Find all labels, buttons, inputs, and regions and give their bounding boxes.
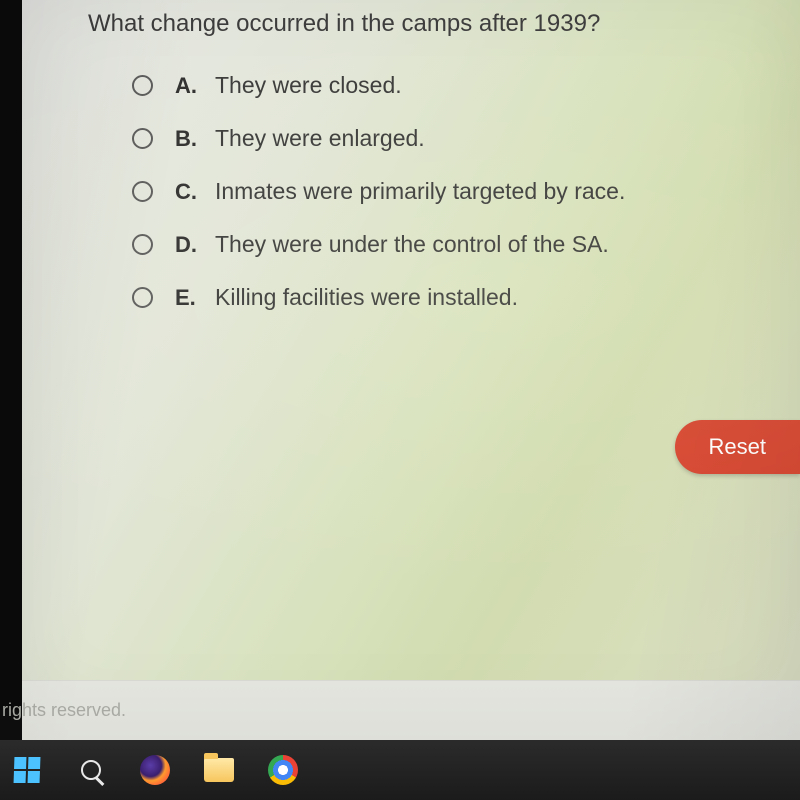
folder-icon <box>204 758 234 782</box>
radio-icon[interactable] <box>132 181 153 202</box>
chrome-icon <box>268 755 298 785</box>
taskbar <box>0 740 800 800</box>
option-letter: D. <box>175 232 215 258</box>
option-text: They were closed. <box>215 72 402 99</box>
option-letter: E. <box>175 285 215 311</box>
screen-bezel-left <box>0 0 22 710</box>
footer-strip <box>22 680 800 740</box>
option-letter: A. <box>175 73 215 99</box>
radio-icon[interactable] <box>132 75 153 96</box>
radio-icon[interactable] <box>132 128 153 149</box>
taskbar-chrome[interactable] <box>266 753 300 787</box>
option-text: They were under the control of the SA. <box>215 231 609 258</box>
option-a[interactable]: A. They were closed. <box>132 72 625 99</box>
option-d[interactable]: D. They were under the control of the SA… <box>132 231 625 258</box>
option-letter: B. <box>175 126 215 152</box>
option-e[interactable]: E. Killing facilities were installed. <box>132 284 625 311</box>
radio-icon[interactable] <box>132 287 153 308</box>
quiz-panel: What change occurred in the camps after … <box>22 0 800 710</box>
start-button[interactable] <box>10 753 44 787</box>
rights-text: rights reserved. <box>0 700 126 721</box>
reset-button[interactable]: Reset <box>675 420 800 474</box>
option-text: Killing facilities were installed. <box>215 284 518 311</box>
question-text: What change occurred in the camps after … <box>88 10 600 38</box>
option-letter: C. <box>175 179 215 205</box>
screen-frame: What change occurred in the camps after … <box>0 0 800 800</box>
option-text: Inmates were primarily targeted by race. <box>215 178 625 205</box>
taskbar-firefox[interactable] <box>138 753 172 787</box>
option-c[interactable]: C. Inmates were primarily targeted by ra… <box>132 178 625 205</box>
options-group: A. They were closed. B. They were enlarg… <box>132 72 625 337</box>
option-b[interactable]: B. They were enlarged. <box>132 125 625 152</box>
option-text: They were enlarged. <box>215 125 425 152</box>
firefox-icon <box>140 755 170 785</box>
taskbar-file-explorer[interactable] <box>202 753 236 787</box>
radio-icon[interactable] <box>132 234 153 255</box>
taskbar-search-button[interactable] <box>74 753 108 787</box>
windows-icon <box>14 757 41 783</box>
search-icon <box>81 760 101 780</box>
